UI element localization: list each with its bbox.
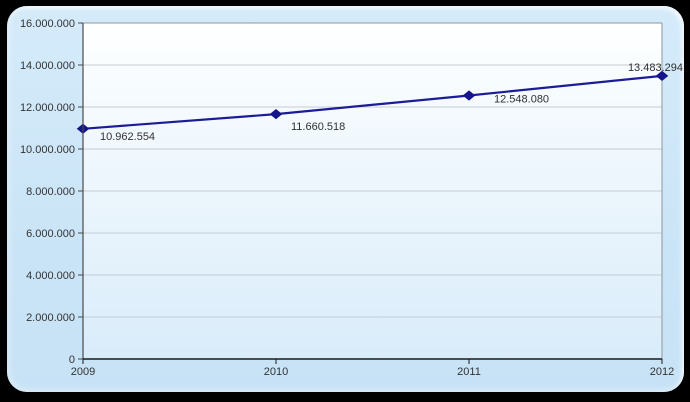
x-axis-tick-label: 2011 xyxy=(457,366,481,378)
x-axis-tick-label: 2009 xyxy=(71,366,95,378)
series-line xyxy=(82,74,663,130)
y-axis-tick-label: 8.000.000 xyxy=(26,186,75,198)
x-axis-tick-label: 2010 xyxy=(264,366,288,378)
y-axis-tick-label: 16.000.000 xyxy=(20,18,75,30)
data-point-label: 11.660.518 xyxy=(291,121,345,133)
y-axis-tick-label: 14.000.000 xyxy=(20,60,75,72)
data-point-marker xyxy=(655,70,669,81)
data-point-marker xyxy=(462,90,476,101)
data-point-marker xyxy=(269,108,283,120)
y-axis-tick-label: 12.000.000 xyxy=(20,102,75,114)
y-axis-tick-label: 2.000.000 xyxy=(26,312,75,324)
x-axis-tick-label: 2012 xyxy=(650,366,674,378)
data-point-label: 13.483.294 xyxy=(628,62,683,74)
data-point-label: 12.548.080 xyxy=(494,93,549,105)
y-axis-tick-label: 4.000.000 xyxy=(26,270,75,282)
y-axis-tick-label: 0 xyxy=(69,354,75,366)
data-point-label: 10.962.554 xyxy=(100,131,155,143)
y-axis-tick-label: 6.000.000 xyxy=(26,228,75,240)
y-axis-tick-label: 10.000.000 xyxy=(20,144,75,156)
